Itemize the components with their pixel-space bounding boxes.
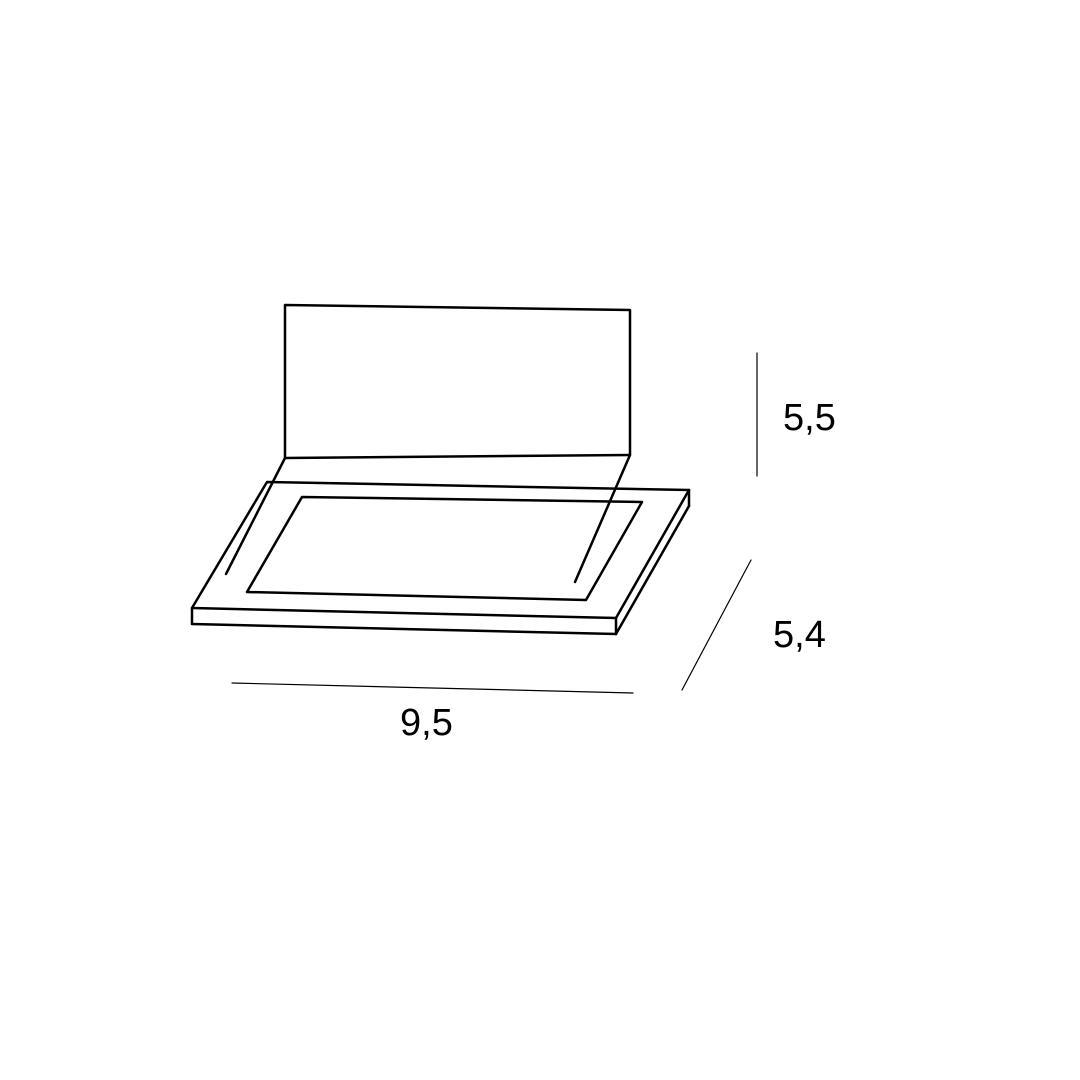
dimensional-drawing: 9,5 5,4 5,5 <box>0 0 1080 1080</box>
dimension-width-label: 9,5 <box>400 702 453 744</box>
dimension-depth-label: 5,4 <box>773 614 826 656</box>
dimension-height-label: 5,5 <box>783 397 836 439</box>
